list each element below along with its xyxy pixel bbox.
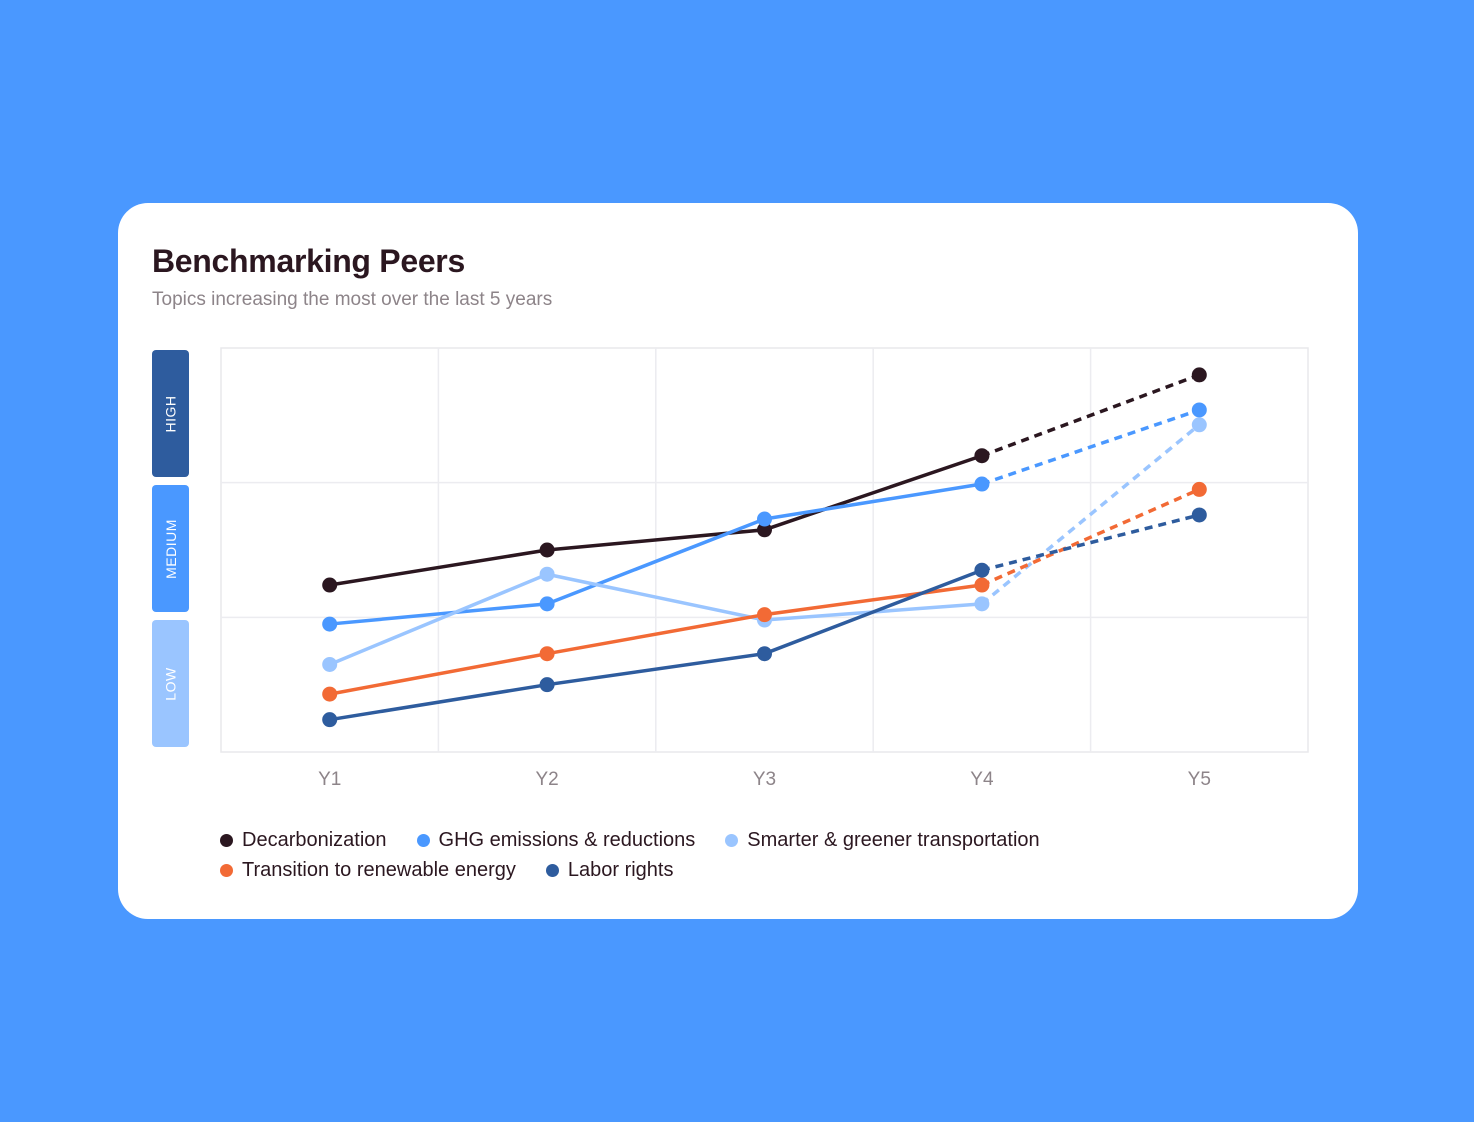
legend-item: Transition to renewable energy [220,859,516,882]
legend-item: GHG emissions & reductions [416,828,696,852]
series-line-ghg-emissions-reductions [327,482,984,626]
data-point-smarter-greener-transportation-y5 [1191,417,1207,433]
legend-label: GHG emissions & reductions [438,828,696,851]
legend-dot-icon [545,863,559,877]
series-projection-smarter-greener-transportation [980,423,1201,606]
data-point-ghg-emissions-reductions-y2 [539,596,555,612]
x-tick-label-y3: Y3 [753,769,776,790]
legend-item: Smarter & greener transportation [725,828,1040,852]
legend-row: Decarbonization GHG emissions & reduction… [220,825,1040,855]
data-point-labor-rights-y4 [974,562,990,578]
plot-frame [220,347,1309,753]
data-point-smarter-greener-transportation-y1 [322,656,338,672]
data-point-ghg-emissions-reductions-y5 [1191,402,1207,418]
data-point-transition-to-renewable-energy-y3 [757,607,772,623]
x-tick-label-y5: Y5 [1188,769,1211,790]
data-point-labor-rights-y2 [539,677,555,693]
legend-dot-icon [220,833,233,847]
data-point-decarbonization-y3 [757,522,772,538]
data-point-labor-rights-y5 [1191,507,1207,523]
x-tick-label-y2: Y2 [535,769,558,790]
data-point-ghg-emissions-reductions-y1 [322,616,338,632]
data-point-ghg-emissions-reductions-y3 [757,511,772,527]
series-projection-ghg-emissions-reductions [981,408,1200,486]
band-medium: MEDIUM [152,485,189,612]
data-point-transition-to-renewable-energy-y5 [1191,481,1207,497]
series-projection-labor-rights [981,513,1200,572]
data-point-labor-rights-y3 [757,646,772,662]
legend-dot-icon [725,833,739,847]
band-low: LOW [152,620,189,747]
data-point-transition-to-renewable-energy-y2 [539,646,555,662]
x-tick-label-y4: Y4 [970,769,994,790]
data-point-decarbonization-y5 [1191,367,1207,383]
series-line-labor-rights [327,568,984,722]
data-point-labor-rights-y1 [322,712,338,728]
legend-label: Decarbonization [242,828,387,851]
chart-card: Benchmarking Peers Topics increasing the… [118,203,1358,919]
series-projection-transition-to-renewable-energy [981,487,1201,587]
band-high: HIGH [152,350,189,477]
legend-row: Transition to renewable energy Labor righ… [220,855,1040,885]
series-projection-decarbonization [981,373,1200,458]
legend-dot-icon [416,833,430,847]
data-point-smarter-greener-transportation-y4 [974,596,990,612]
legend-dot-icon [220,863,233,877]
legend-label: Transition to renewable energy [242,858,516,881]
series-line-decarbonization [327,453,984,587]
series-line-transition-to-renewable-energy [327,583,984,696]
legend-label: Smarter & greener transportation [747,828,1040,851]
data-point-transition-to-renewable-energy-y4 [974,577,990,593]
legend-item: Labor rights [545,858,674,882]
data-point-smarter-greener-transportation-y2 [539,566,555,582]
line-chart: Y1 Y2 Y3 Y4 Y5 [220,347,1309,790]
chart-title: Benchmarking Peers [152,243,465,279]
x-tick-label-y1: Y1 [318,769,341,790]
chart-legend: Decarbonization GHG emissions & reduction… [220,825,1040,885]
data-point-ghg-emissions-reductions-y4 [974,476,990,492]
legend-label: Labor rights [567,858,674,881]
data-point-decarbonization-y1 [322,577,338,593]
data-point-decarbonization-y2 [539,542,555,558]
data-point-transition-to-renewable-energy-y1 [322,686,338,702]
data-point-decarbonization-y4 [974,448,990,464]
legend-item: Decarbonization [220,829,387,852]
chart-subtitle: Topics increasing the most over the last… [152,289,553,310]
